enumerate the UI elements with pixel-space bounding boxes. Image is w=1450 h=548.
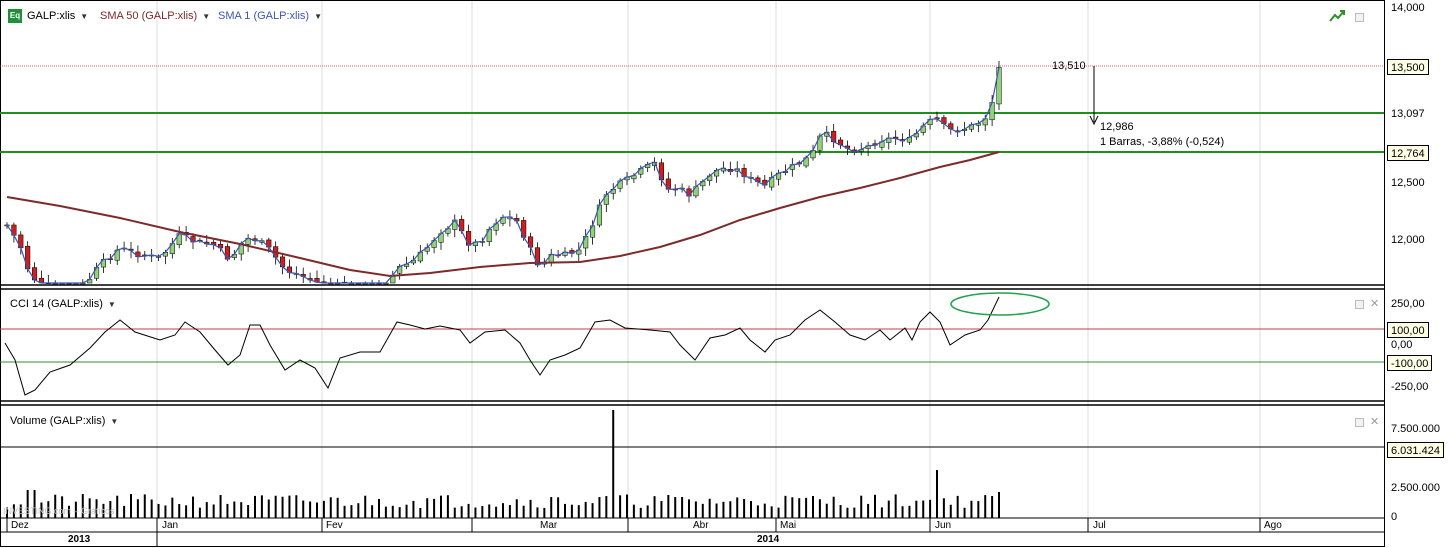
- candle-body: [996, 67, 1002, 105]
- equity-icon: Eq: [8, 9, 22, 23]
- year-label: 2014: [757, 534, 780, 545]
- measure-start-value: 13,510: [1052, 60, 1086, 72]
- month-label: Jan: [162, 520, 179, 531]
- volume-selector[interactable]: Volume (GALP:xlis) ▼: [10, 413, 118, 429]
- candle-body: [397, 266, 403, 274]
- month-label: Mar: [540, 520, 558, 531]
- cci-level-tag: 100,00: [1387, 322, 1429, 338]
- grid-lines: [156, 1, 1261, 518]
- price-axis-label: 14,000: [1391, 2, 1425, 14]
- volume-panel: [0, 410, 1384, 518]
- cci-axis-label: 0,00: [1391, 339, 1413, 351]
- sma50-label: SMA 50 (GALP:xlis): [100, 10, 198, 22]
- cci-line: [4, 296, 1000, 396]
- month-label: Mai: [780, 520, 797, 531]
- month-label: Jun: [935, 520, 952, 531]
- sma50-selector[interactable]: SMA 50 (GALP:xlis) ▼: [100, 8, 210, 24]
- chevron-down-icon: ▼: [314, 11, 322, 21]
- cci-axis-label: -250,00: [1391, 381, 1429, 393]
- cci-axis-label: 250,00: [1391, 298, 1425, 310]
- month-label: Jul: [1093, 520, 1106, 531]
- cci-selector[interactable]: CCI 14 (GALP:xlis) ▼: [10, 296, 116, 312]
- cci-label: CCI 14 (GALP:xlis): [10, 298, 103, 310]
- volume-axis-label: 0: [1391, 511, 1398, 523]
- candle-body: [94, 267, 100, 279]
- price-axis-label: 12,000: [1391, 234, 1425, 246]
- symbol-label: GALP:xlis: [27, 10, 76, 22]
- month-label: Abr: [693, 520, 709, 531]
- support-price-tag: 12,764: [1387, 145, 1429, 161]
- cci-minus-tag: -100,00: [1387, 355, 1433, 371]
- sma1-selector[interactable]: SMA 1 (GALP:xlis) ▼: [218, 8, 322, 24]
- highlight-ellipse[interactable]: [950, 292, 1050, 316]
- price-axis-label: 13,097: [1391, 108, 1425, 120]
- year-label: 2013: [68, 534, 91, 545]
- maximize-icon[interactable]: [1355, 300, 1364, 309]
- volume-bars: [6, 410, 1000, 518]
- last-price-tag: 13,500: [1387, 59, 1429, 75]
- chevron-down-icon: ▼: [107, 299, 116, 309]
- volume-axis-label: 2.500.000: [1391, 482, 1440, 494]
- price-axis-label: 12,500: [1391, 177, 1425, 189]
- maximize-icon[interactable]: [1355, 13, 1364, 22]
- close-icon[interactable]: ✕: [1370, 416, 1380, 428]
- chevron-down-icon: ▼: [80, 11, 89, 21]
- watermark-text: INVESTING.com – Gráficos: [3, 506, 115, 516]
- volume-label: Volume (GALP:xlis): [10, 415, 106, 427]
- measure-arrow-head: [1089, 115, 1099, 126]
- month-label: Dez: [11, 520, 29, 531]
- maximize-icon[interactable]: [1355, 418, 1364, 427]
- chevron-down-icon: ▼: [202, 11, 211, 21]
- sma1-line: [6, 67, 1000, 284]
- volume-axis-label: 7.500.000: [1391, 423, 1440, 435]
- close-icon[interactable]: ✕: [1370, 298, 1380, 310]
- price-panel: [0, 61, 1384, 285]
- month-label: Ago: [1264, 520, 1282, 531]
- candle-body: [583, 235, 589, 249]
- month-ticks: [6, 518, 1261, 532]
- measure-end-value: 12,986: [1100, 121, 1134, 133]
- chevron-down-icon: ▼: [110, 416, 119, 426]
- trend-icon[interactable]: [1329, 9, 1345, 23]
- sma50-line: [6, 151, 1000, 278]
- cci-panel: [0, 292, 1384, 396]
- symbol-selector[interactable]: Eq GALP:xlis ▼: [8, 8, 88, 24]
- volume-tag: 6.031.424: [1387, 442, 1444, 458]
- month-label: Fev: [326, 520, 343, 531]
- sma1-label: SMA 1 (GALP:xlis): [218, 10, 310, 22]
- measure-stats: 1 Barras, -3,88% (-0,524): [1100, 136, 1225, 148]
- chart-frame: [0, 0, 1385, 547]
